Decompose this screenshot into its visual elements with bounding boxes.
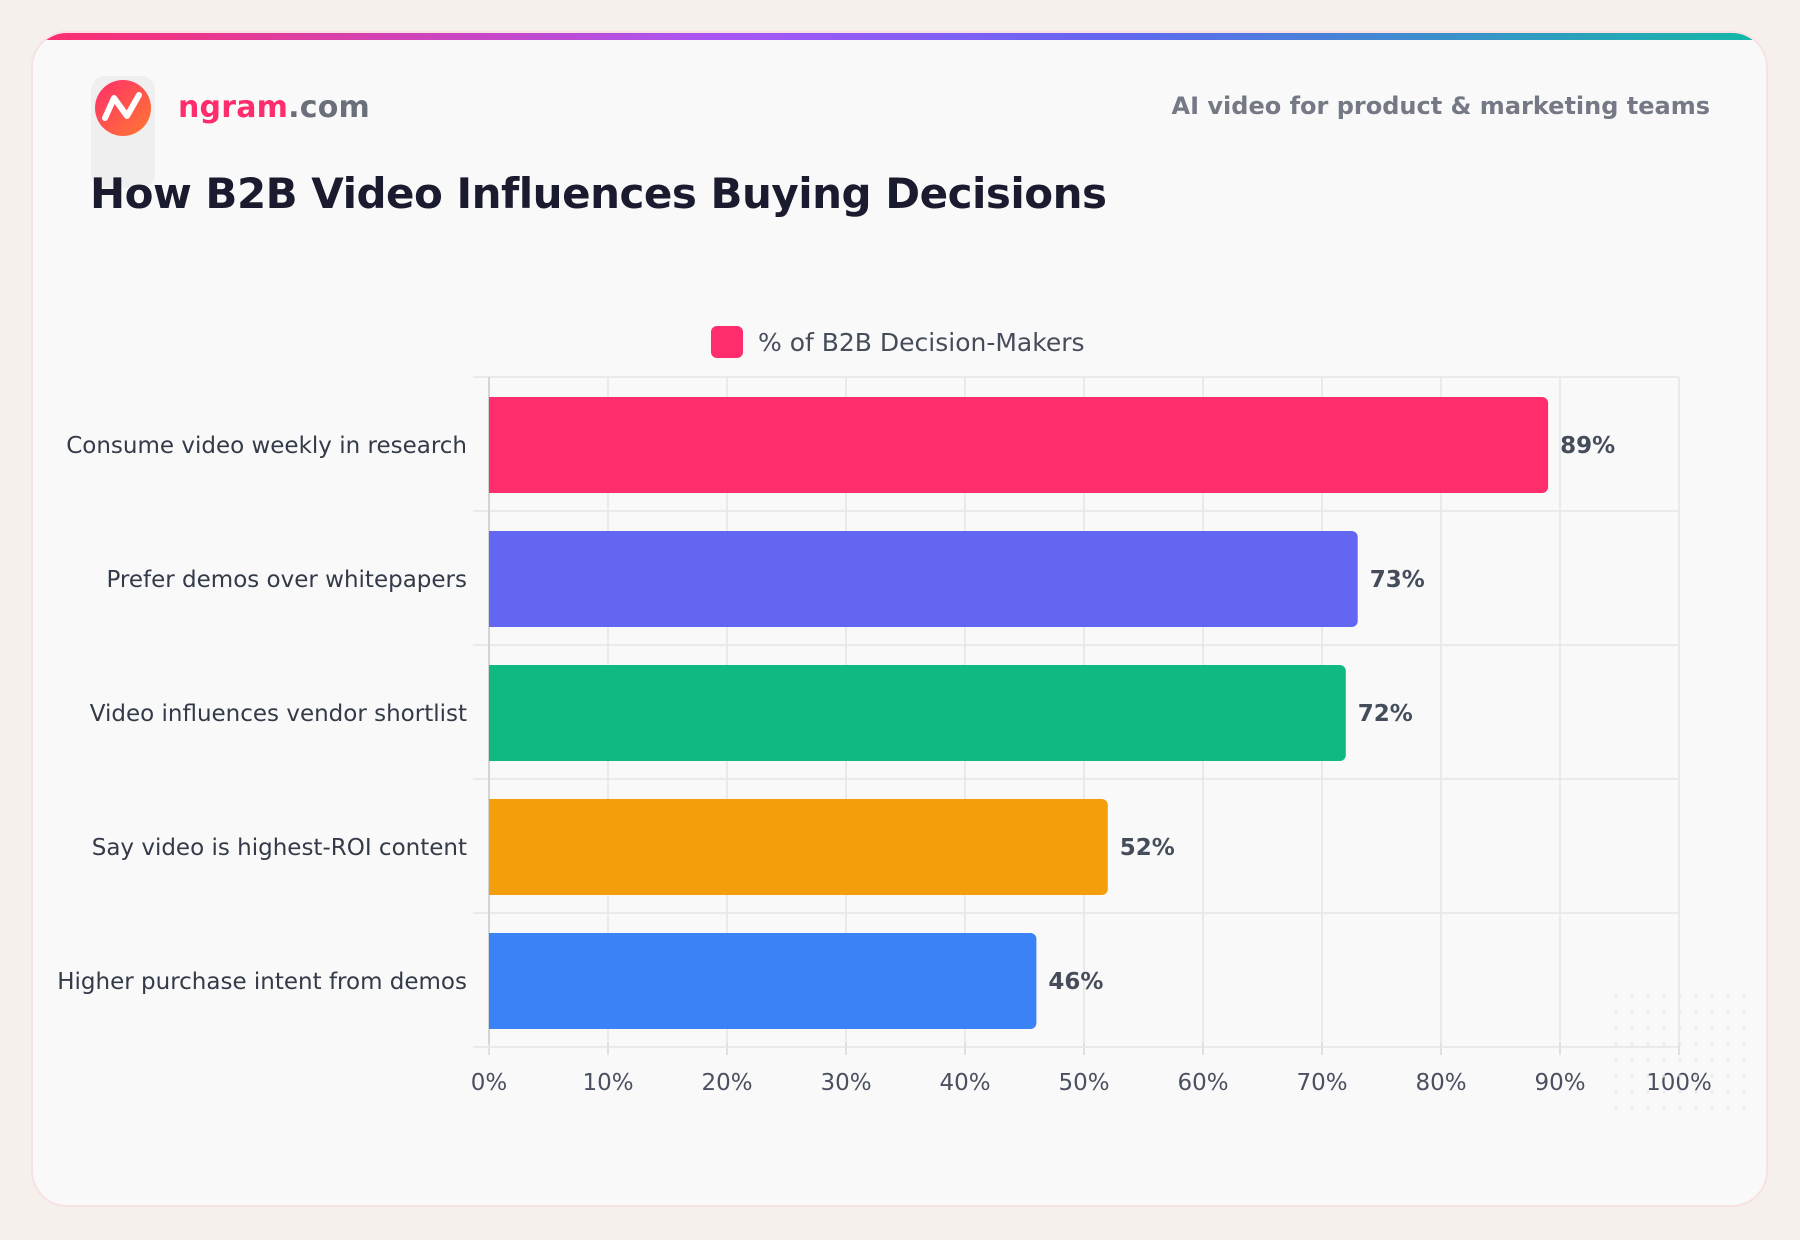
brand-name[interactable]: ngram.com [178,90,370,125]
x-tick-label: 20% [701,1070,752,1096]
chart-card: ngram.com AI video for product & marketi… [33,33,1766,1205]
gradient-accent-bar [33,33,1766,40]
value-label: 89% [1560,433,1615,459]
value-labels: 89% 73% 72% 52% 46% [1048,433,1615,995]
category-label: Consume video weekly in research [66,433,467,459]
bar[interactable] [489,397,1549,493]
x-tick-label: 60% [1177,1070,1228,1096]
bars [488,397,1549,1029]
category-label: Prefer demos over whitepapers [106,567,467,593]
value-label: 46% [1048,969,1103,995]
x-tick-label: 40% [939,1070,990,1096]
brand-name-tld: .com [288,90,370,125]
brand-name-main: ngram [178,90,289,125]
chart-title: How B2B Video Influences Buying Decision… [90,169,1107,218]
value-label: 52% [1120,835,1175,861]
logo [91,76,155,188]
bar-chart: % of B2B Decision-Makers Consume video w… [57,326,1712,1096]
legend: % of B2B Decision-Makers [711,326,1085,358]
x-tick-label: 30% [820,1070,871,1096]
x-tick-label: 70% [1296,1070,1347,1096]
category-label: Say video is highest-ROI content [92,835,467,861]
ngram-logo-icon [95,80,151,136]
tagline: AI video for product & marketing teams [1171,92,1710,120]
x-tick-label: 50% [1058,1070,1109,1096]
x-tick-label: 10% [582,1070,633,1096]
x-tick-label: 90% [1534,1070,1585,1096]
x-tick-label: 0% [471,1070,508,1096]
bar[interactable] [489,665,1346,761]
bar[interactable] [489,933,1037,1029]
legend-label: % of B2B Decision-Makers [758,328,1085,357]
category-labels: Consume video weekly in research Prefer d… [57,433,467,995]
decorative-corner [1606,1043,1766,1205]
category-label: Video influences vendor shortlist [90,701,467,727]
value-label: 72% [1358,701,1413,727]
legend-swatch [711,326,743,358]
bar[interactable] [489,799,1108,895]
bar[interactable] [488,531,1358,627]
category-label: Higher purchase intent from demos [57,969,467,995]
x-axis-ticks: 0%10%20%30%40%50%60%70%80%90%100% [471,1070,1712,1096]
value-label: 73% [1370,567,1425,593]
x-tick-label: 80% [1415,1070,1466,1096]
